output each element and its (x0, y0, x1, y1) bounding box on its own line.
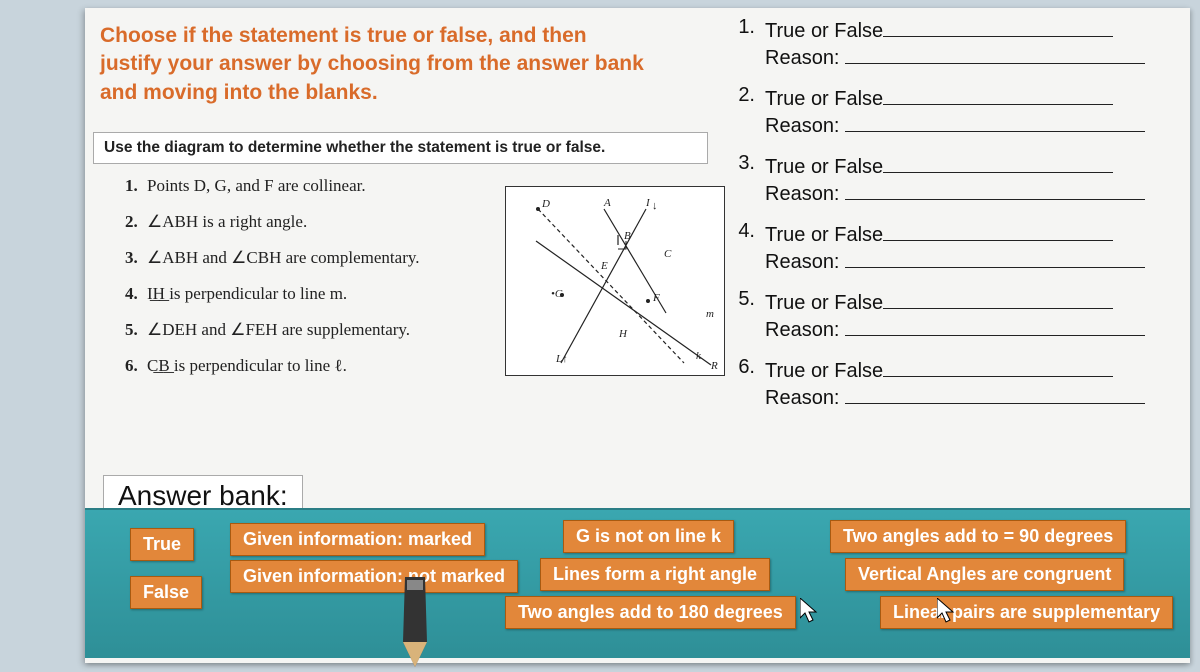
tf-blank[interactable] (883, 288, 1113, 309)
question-text: ∠ABH is a right angle. (147, 212, 307, 231)
tf-blank[interactable] (883, 152, 1113, 173)
svg-text:k: k (696, 350, 702, 362)
tf-label: True or False (765, 20, 883, 42)
tile-g-not-on-k[interactable]: G is not on line k (563, 520, 734, 553)
svg-text:H: H (618, 328, 628, 340)
question-item: 4.I͟H͟ is perpendicular to line m. (125, 284, 495, 304)
question-item: 1.Points D, G, and F are collinear. (125, 176, 495, 196)
svg-text:D: D (541, 198, 550, 210)
tf-blank[interactable] (883, 356, 1113, 377)
reason-blank[interactable] (845, 247, 1145, 268)
svg-text:m: m (706, 308, 714, 320)
svg-text:L↑: L↑ (555, 353, 568, 365)
reason-label: Reason: (765, 319, 840, 341)
question-item: 5.∠DEH and ∠FEH are supplementary. (125, 320, 495, 340)
tile-two-180[interactable]: Two angles add to 180 degrees (505, 596, 796, 629)
reason-label: Reason: (765, 183, 840, 205)
tf-blank[interactable] (883, 220, 1113, 241)
answer-blanks: 1.True or FalseReason: 2.True or FalseRe… (725, 16, 1185, 424)
question-item: 3.∠ABH and ∠CBH are complementary. (125, 248, 495, 268)
tile-linear-supp[interactable]: Linear pairs are supplementary (880, 596, 1173, 629)
reason-blank[interactable] (845, 43, 1145, 64)
question-text: I͟H͟ is perpendicular to line m. (147, 284, 347, 303)
svg-text:R: R (710, 360, 718, 372)
svg-text:I: I (645, 197, 651, 209)
pencil-icon (345, 572, 485, 672)
reason-label: Reason: (765, 387, 840, 409)
question-item: 2.∠ABH is a right angle. (125, 212, 495, 232)
question-text: Points D, G, and F are collinear. (147, 176, 366, 195)
question-item: 6.C͟B͟ is perpendicular to line ℓ. (125, 356, 495, 376)
tf-blank[interactable] (883, 16, 1113, 37)
svg-text:B: B (624, 230, 631, 242)
tf-blank[interactable] (883, 84, 1113, 105)
tile-two-90[interactable]: Two angles add to = 90 degrees (830, 520, 1126, 553)
tf-label: True or False (765, 292, 883, 314)
reason-blank[interactable] (845, 315, 1145, 336)
tf-label: True or False (765, 360, 883, 382)
geometry-diagram: D A I↓ B C E •G F m H L↑ k R (505, 186, 725, 376)
tf-label: True or False (765, 156, 883, 178)
svg-text:C: C (664, 248, 672, 260)
svg-text:A: A (603, 197, 611, 209)
tile-false[interactable]: False (130, 576, 202, 609)
main-instruction: Choose if the statement is true or false… (100, 22, 650, 107)
worksheet-page: Choose if the statement is true or false… (85, 8, 1190, 663)
question-list: 1.Points D, G, and F are collinear. 2.∠A… (125, 176, 495, 392)
svg-text:•G: •G (551, 288, 563, 300)
tile-true[interactable]: True (130, 528, 194, 561)
tile-lines-right[interactable]: Lines form a right angle (540, 558, 770, 591)
question-text: ∠DEH and ∠FEH are supplementary. (147, 320, 410, 339)
svg-text:F: F (652, 292, 660, 304)
svg-text:↓: ↓ (652, 200, 658, 212)
tf-label: True or False (765, 88, 883, 110)
reason-label: Reason: (765, 115, 840, 137)
reason-label: Reason: (765, 47, 840, 69)
reason-blank[interactable] (845, 383, 1145, 404)
tile-vertical[interactable]: Vertical Angles are congruent (845, 558, 1124, 591)
reason-blank[interactable] (845, 111, 1145, 132)
reason-label: Reason: (765, 251, 840, 273)
svg-text:E: E (600, 260, 608, 272)
question-text: C͟B͟ is perpendicular to line ℓ. (147, 356, 347, 375)
tile-given-marked[interactable]: Given information: marked (230, 523, 485, 556)
question-text: ∠ABH and ∠CBH are complementary. (147, 248, 420, 267)
sub-instruction: Use the diagram to determine whether the… (93, 132, 708, 164)
reason-blank[interactable] (845, 179, 1145, 200)
tf-label: True or False (765, 224, 883, 246)
